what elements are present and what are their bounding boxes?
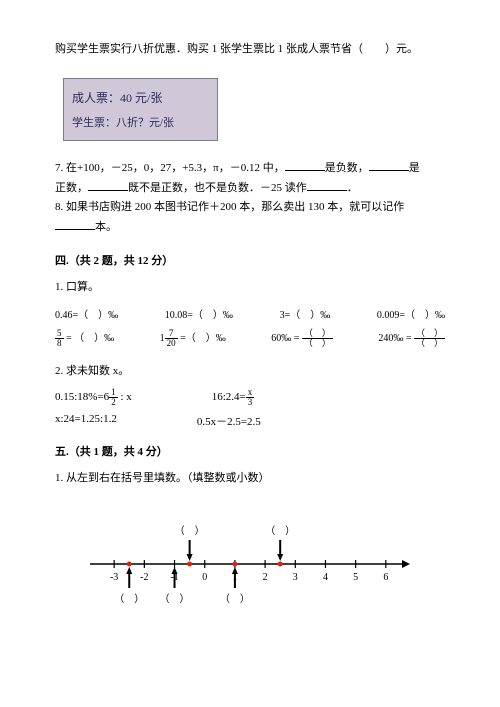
calc-2d-prefix: 240‰ = [378,333,414,344]
svg-text:（ ）: （ ） [220,593,250,605]
calc-1c: 3=（ ）‰ [280,306,331,321]
q7-pre: 7. 在+100，－25，0，27，+5.3，π，－0.12 中， [55,162,285,174]
calc-row-2: 58 = （ ）‰ 1720 =（ ）‰ 60‰ = （ ）（ ） 240‰ =… [55,329,445,348]
q7-2c: ． [347,182,358,194]
frac-1-2: 12 [109,388,118,407]
frac-7-20: 720 [165,329,178,348]
intro-question: 购买学生票实行八折优惠．购买 1 张学生票比 1 张成人票节省（ ）元。 [55,40,445,60]
calc-1d: 0.009=（ ）‰ [377,306,445,321]
calc-2a-suffix: = （ ）‰ [64,333,115,344]
frac-blank-c: （ ）（ ） [302,329,333,348]
section-4-title: 四.（共 2 题，共 12 分） [55,252,445,268]
svg-text:（ ）: （ ） [265,525,295,537]
question-8-line2: 本。 [55,218,445,238]
eq-1a: 0.15:18%=612 : x [55,388,132,407]
frac-x-3: x3 [246,388,255,407]
svg-text:（ ）: （ ） [175,525,205,537]
q7-2b: 既不是正数，也不是负数．－25 读作 [128,182,307,194]
question-8: 8. 如果书店购进 200 本图书记作＋200 本，那么卖出 130 本，就可以… [55,198,445,218]
svg-text:（ ）: （ ） [114,593,144,605]
calc-2d: 240‰ = （ ）（ ） [378,329,445,348]
eq1a-suf: : x [118,391,132,403]
svg-text:5: 5 [353,572,358,583]
svg-text:4: 4 [323,572,328,583]
eq-2a: x:24=1.25:1.2 [55,413,117,429]
q7-2a: 正数， [55,182,88,194]
eq-1b: 16:2.4=x3 [212,388,255,407]
blank-sold[interactable] [55,219,95,230]
number-line-wrap: -3-2-10123456（ ）（ ）（ ）（ ）（ ） [55,509,445,619]
question-7-line2: 正数， 既不是正数，也不是负数．－25 读作 ． [55,179,445,199]
frac-blank-d: （ ）（ ） [414,329,445,348]
svg-text:-2: -2 [140,572,148,583]
svg-text:6: 6 [383,572,388,583]
calc-2c-prefix: 60‰ = [271,333,302,344]
eq1b-pre: 16:2.4= [212,391,246,403]
ticket-price-box: 成人票：40 元/张 学生票：八折？元/张 [63,78,218,141]
q7-seg2: 是 [409,162,420,174]
blank-negatives[interactable] [285,160,325,171]
svg-text:（ ）: （ ） [160,593,190,605]
eq-2b: 0.5x－2.5=2.5 [197,413,261,429]
number-line: -3-2-10123456（ ）（ ）（ ）（ ）（ ） [90,509,410,619]
question-7: 7. 在+100，－25，0，27，+5.3，π，－0.12 中， 是负数， 是 [55,159,445,179]
calc-2c: 60‰ = （ ）（ ） [271,329,333,348]
eq1a-pre: 0.15:18%=6 [55,391,109,403]
svg-text:2: 2 [263,572,268,583]
q8-a: 8. 如果书店购进 200 本图书记作＋200 本，那么卖出 130 本，就可以… [55,201,404,213]
student-ticket-line: 学生票：八折？元/张 [72,114,209,130]
blank-positives1[interactable] [369,160,409,171]
calc-2a: 58 = （ ）‰ [55,329,114,348]
calc-1b: 10.08=（ ）‰ [165,306,233,321]
eq-row-1: 0.15:18%=612 : x 16:2.4=x3 [55,388,445,407]
svg-text:3: 3 [293,572,298,583]
q7-seg1: 是负数， [325,162,369,174]
frac-5-8: 58 [55,329,64,348]
eq-row-2: x:24=1.25:1.2 0.5x－2.5=2.5 [55,413,445,429]
s4-q1: 1. 口算。 [55,278,445,298]
blank-reading[interactable] [307,180,347,191]
svg-text:0: 0 [202,572,207,583]
section-5-title: 五.（共 1 题，共 4 分） [55,443,445,459]
svg-text:-3: -3 [110,572,118,583]
q8-b: 本。 [95,221,117,233]
s4-q2: 2. 求未知数 x。 [55,362,445,382]
calc-2b: 1720 =（ ）‰ [160,329,226,348]
calc-row-1: 0.46=（ ）‰ 10.08=（ ）‰ 3=（ ）‰ 0.009=（ ）‰ [55,306,445,321]
adult-ticket-line: 成人票：40 元/张 [72,89,209,106]
calc-1a: 0.46=（ ）‰ [55,306,118,321]
blank-zero[interactable] [88,180,128,191]
s5-q1: 1. 从左到右在括号里填数。（填整数或小数） [55,469,445,489]
calc-2b-suffix: =（ ）‰ [178,333,226,344]
